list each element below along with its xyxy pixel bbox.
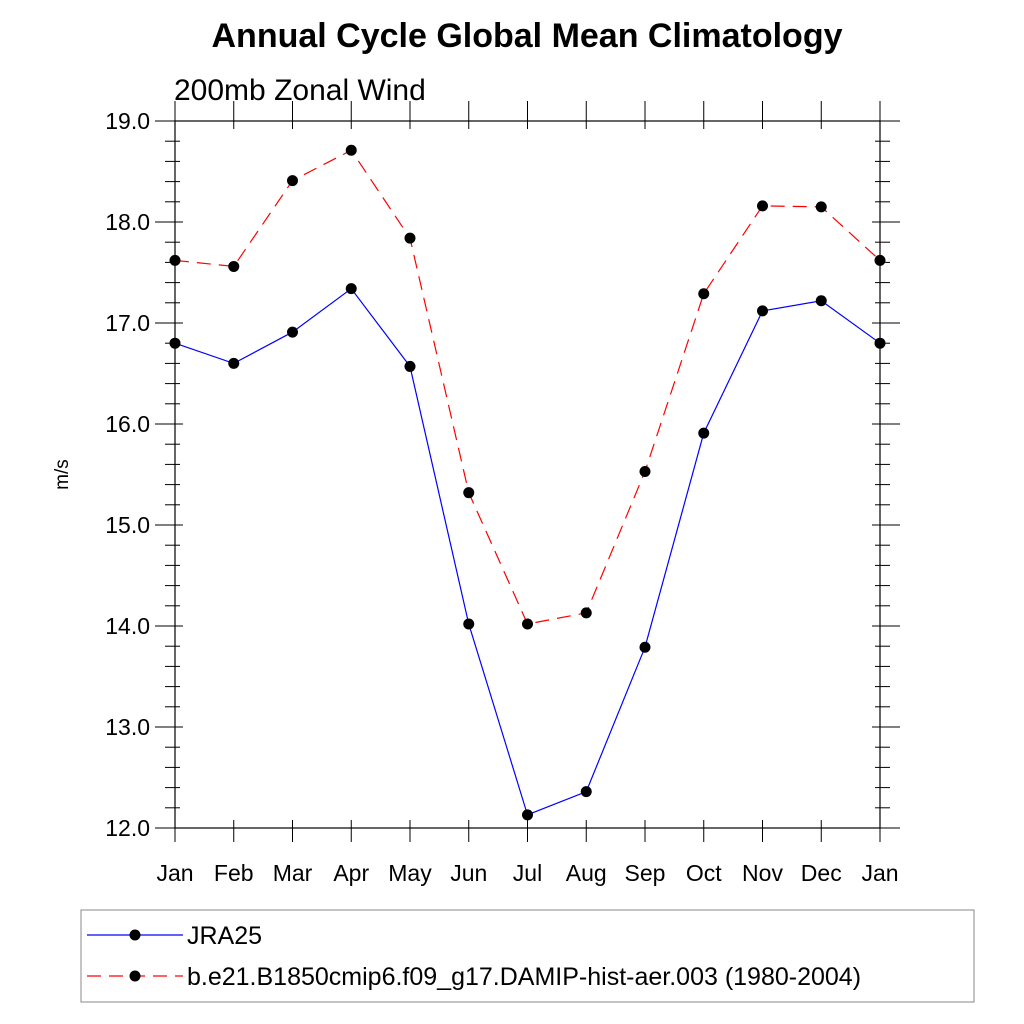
chart-title: Annual Cycle Global Mean Climatology — [212, 17, 843, 55]
x-tick-label: Sep — [625, 860, 666, 886]
y-tick-label: 13.0 — [105, 714, 150, 740]
plot-frame — [174, 120, 881, 829]
x-tick-label: Feb — [214, 860, 254, 886]
data-point — [287, 175, 298, 187]
data-point — [463, 618, 475, 630]
series-2 — [169, 144, 886, 630]
y-tick-label: 12.0 — [105, 815, 150, 841]
data-point — [815, 295, 827, 307]
series-line — [174, 149, 881, 625]
y-tick-label: 18.0 — [105, 209, 150, 235]
data-point — [228, 260, 240, 272]
data-point — [522, 618, 533, 630]
legend-label: JRA25 — [187, 922, 262, 950]
data-point — [639, 641, 651, 653]
data-point — [757, 305, 768, 317]
data-point — [522, 809, 533, 821]
data-point — [345, 144, 357, 156]
data-point — [404, 360, 416, 372]
x-tick-label: Jan — [156, 860, 193, 886]
data-point — [698, 427, 710, 439]
x-tick-label: May — [388, 860, 432, 886]
x-tick-label: Jul — [513, 860, 542, 886]
data-point — [874, 337, 886, 349]
axes: 12.0 13.0 14.0 15.0 16.0 17.0 18.0 19.0 m/s Jan Fe… — [52, 101, 900, 886]
legend-marker — [129, 929, 141, 941]
legend-item: b.e21.B1850cmip6.f09_g17.DAMIP-hist-aer.… — [87, 963, 861, 991]
legend-item: JRA25 — [87, 922, 262, 950]
y-axis-label: m/s — [52, 459, 73, 490]
data-point — [698, 288, 710, 300]
y-tick-label: 19.0 — [105, 108, 150, 134]
x-tick-label: Mar — [273, 860, 313, 886]
data-point — [228, 357, 240, 369]
y-tick-label: 16.0 — [105, 411, 150, 437]
x-tick-label: Apr — [333, 860, 369, 886]
data-point — [639, 465, 651, 477]
y-tick-label: 15.0 — [105, 512, 150, 538]
data-point — [287, 326, 298, 338]
data-point — [169, 254, 181, 266]
x-tick-label: Oct — [686, 860, 722, 886]
data-point — [580, 607, 592, 619]
x-tick-label: Dec — [801, 860, 842, 886]
series-line — [174, 287, 881, 816]
y-tick-label: 17.0 — [105, 310, 150, 336]
x-tick-label: Aug — [566, 860, 607, 886]
data-point — [757, 200, 768, 212]
data-point — [874, 254, 886, 266]
series-1 — [169, 283, 886, 821]
legend: JRA25 b.e21.B1850cmip6.f09_g17.DAMIP-hist… — [80, 909, 975, 1003]
data-point — [463, 487, 475, 499]
x-tick-label: Jun — [450, 860, 487, 886]
data-point — [815, 201, 827, 213]
x-tick-label: Nov — [742, 860, 783, 886]
legend-marker — [129, 970, 141, 982]
legend-box — [80, 909, 975, 1003]
series-layer — [169, 144, 886, 821]
data-point — [580, 786, 592, 798]
legend-label: b.e21.B1850cmip6.f09_g17.DAMIP-hist-aer.… — [187, 963, 861, 991]
x-tick-label: Jan — [861, 860, 898, 886]
data-point — [404, 232, 416, 244]
data-point — [345, 283, 357, 295]
y-tick-label: 14.0 — [105, 613, 150, 639]
chart-subtitle: 200mb Zonal Wind — [174, 74, 426, 107]
data-point — [169, 337, 181, 349]
